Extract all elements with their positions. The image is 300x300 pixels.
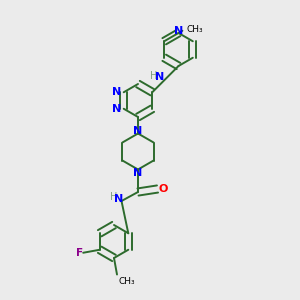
Text: N: N	[112, 104, 122, 114]
Text: N: N	[174, 26, 183, 36]
Text: H: H	[110, 192, 118, 203]
Text: N: N	[134, 125, 142, 136]
Text: H: H	[150, 71, 158, 81]
Text: N: N	[134, 167, 142, 178]
Text: CH₃: CH₃	[187, 26, 203, 34]
Text: N: N	[112, 87, 122, 97]
Text: CH₃: CH₃	[118, 277, 135, 286]
Text: F: F	[76, 248, 83, 258]
Text: N: N	[155, 72, 164, 82]
Text: O: O	[158, 184, 168, 194]
Text: N: N	[115, 194, 124, 205]
